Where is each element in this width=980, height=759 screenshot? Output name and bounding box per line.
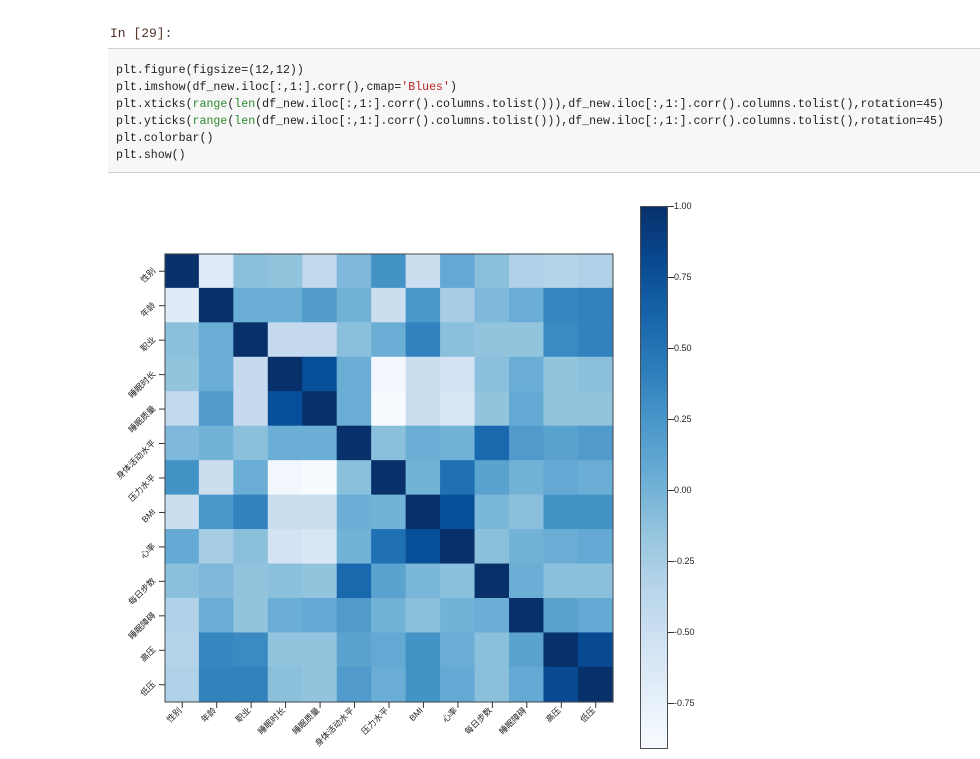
svg-text:高压: 高压	[544, 705, 563, 724]
svg-text:睡眠障碍: 睡眠障碍	[126, 610, 157, 641]
svg-text:压力水平: 压力水平	[126, 472, 157, 503]
svg-text:年龄: 年龄	[138, 300, 157, 319]
svg-text:每日步数: 每日步数	[126, 575, 157, 606]
svg-text:睡眠时长: 睡眠时长	[126, 369, 157, 400]
svg-text:职业: 职业	[233, 705, 252, 724]
svg-text:性别: 性别	[138, 266, 157, 285]
svg-text:高压: 高压	[138, 644, 157, 663]
svg-text:睡眠质量: 睡眠质量	[126, 403, 157, 434]
svg-text:职业: 职业	[138, 334, 157, 353]
svg-text:心率: 心率	[138, 541, 157, 560]
svg-text:BMI: BMI	[140, 507, 158, 525]
svg-text:低压: 低压	[578, 705, 597, 724]
svg-text:BMI: BMI	[407, 705, 425, 723]
svg-text:心率: 心率	[440, 705, 459, 724]
svg-text:年龄: 年龄	[199, 705, 218, 724]
svg-text:睡眠障碍: 睡眠障碍	[497, 705, 528, 736]
svg-text:低压: 低压	[138, 679, 157, 698]
svg-text:性别: 性别	[165, 705, 184, 724]
svg-text:压力水平: 压力水平	[359, 705, 390, 736]
svg-text:睡眠质量: 睡眠质量	[290, 705, 321, 736]
svg-text:睡眠时长: 睡眠时长	[256, 705, 287, 736]
svg-text:每日步数: 每日步数	[463, 705, 494, 736]
